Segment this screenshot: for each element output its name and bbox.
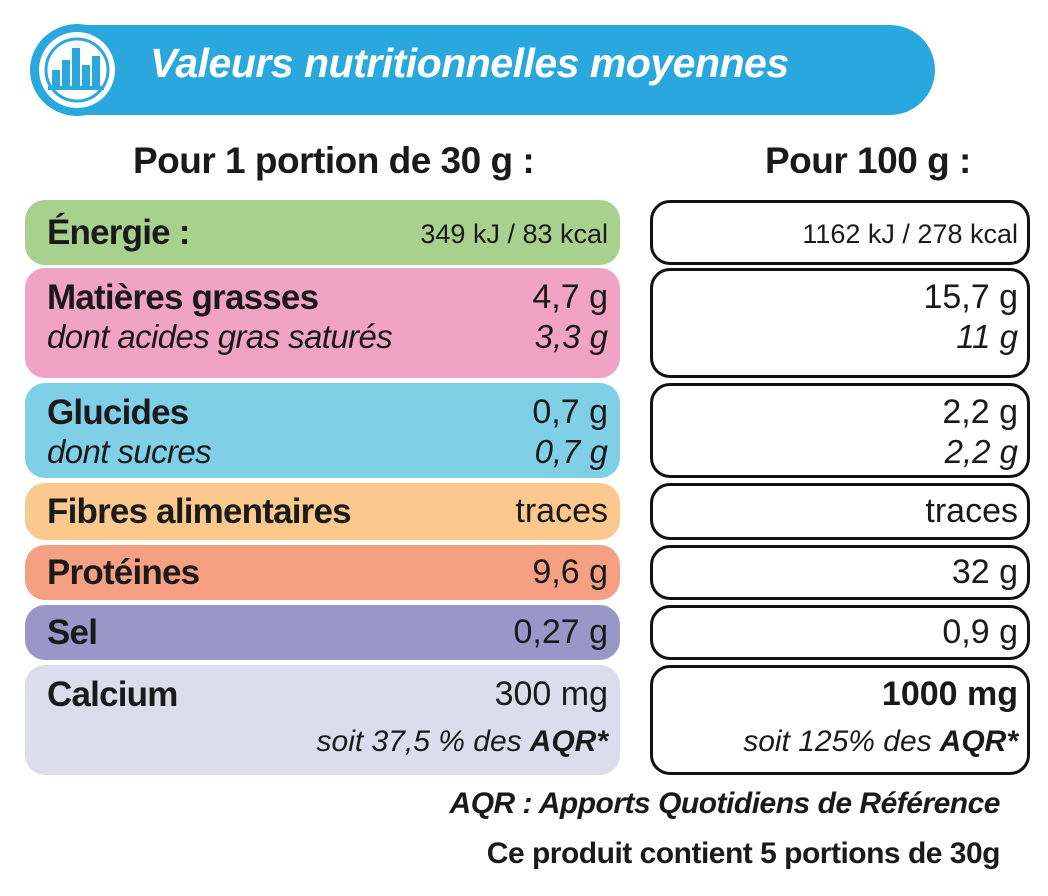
row-box	[650, 383, 1030, 478]
value-per-100g: 1162 kJ / 278 kcal	[802, 219, 1018, 249]
row-box	[25, 383, 620, 478]
sub-label: dont sucres	[47, 433, 212, 470]
title: Valeurs nutritionnelles moyennes	[150, 40, 789, 86]
value-per-portion: 0,27 g	[513, 613, 608, 651]
value-per-portion: traces	[515, 492, 608, 530]
row-box	[650, 200, 1030, 265]
row-box	[25, 605, 620, 660]
sub-value: 0,7 g	[534, 433, 608, 470]
nutrient-label: Calcium	[47, 675, 178, 714]
text: soit 37,5 % des	[316, 725, 522, 758]
column-header: Pour 1 portion de 30 g :	[133, 140, 535, 181]
nutrient-label: Fibres alimentaires	[47, 492, 352, 531]
row-box	[650, 545, 1030, 600]
footnote: AQR : Apports Quotidiens de Référence	[449, 787, 1001, 820]
row-box	[650, 268, 1030, 378]
sub-value: soit 37,5 % des AQR*	[317, 727, 608, 757]
value-per-100g: 15,7 g	[923, 278, 1018, 316]
text: soit 125% des	[743, 725, 932, 758]
value-per-portion: 0,7 g	[532, 393, 608, 431]
column-header: Pour 100 g :	[765, 140, 971, 181]
row-box	[25, 200, 620, 265]
sub-value: 11 g	[956, 318, 1018, 355]
row-box	[650, 605, 1030, 660]
header-banner	[30, 25, 935, 115]
value-per-100g: 32 g	[951, 553, 1018, 591]
row-box	[650, 483, 1030, 540]
value-per-portion: 300 mg	[494, 675, 608, 713]
row-box	[25, 268, 620, 378]
nutrient-label: Énergie :	[47, 213, 190, 252]
nutrient-label: Matières grasses	[47, 278, 319, 317]
row-box	[25, 483, 620, 540]
sub-value: 2,2 g	[944, 433, 1018, 470]
sub-value: soit 125% des AQR*	[743, 727, 1018, 757]
value-per-100g: traces	[925, 492, 1018, 530]
nutrient-label: Protéines	[47, 553, 200, 592]
value-per-portion: 9,6 g	[532, 553, 608, 591]
emphasis: AQR*	[529, 725, 608, 758]
row-box	[650, 665, 1030, 775]
sub-label: dont acides gras saturés	[47, 318, 393, 355]
value-per-100g: 0,9 g	[942, 613, 1018, 651]
row-box	[25, 545, 620, 600]
chart-icon	[31, 24, 123, 116]
nutrient-label: Sel	[47, 613, 98, 652]
value-per-portion: 349 kJ / 83 kcal	[420, 219, 608, 249]
nutrient-label: Glucides	[47, 393, 189, 432]
portions-note: Ce produit contient 5 portions de 30g	[486, 837, 1001, 870]
value-per-portion: 4,7 g	[532, 278, 608, 316]
sub-value: 3,3 g	[534, 318, 608, 355]
row-box	[25, 665, 620, 775]
value-per-100g: 1000 mg	[881, 675, 1018, 713]
emphasis: AQR*	[939, 725, 1018, 758]
value-per-100g: 2,2 g	[942, 393, 1018, 431]
